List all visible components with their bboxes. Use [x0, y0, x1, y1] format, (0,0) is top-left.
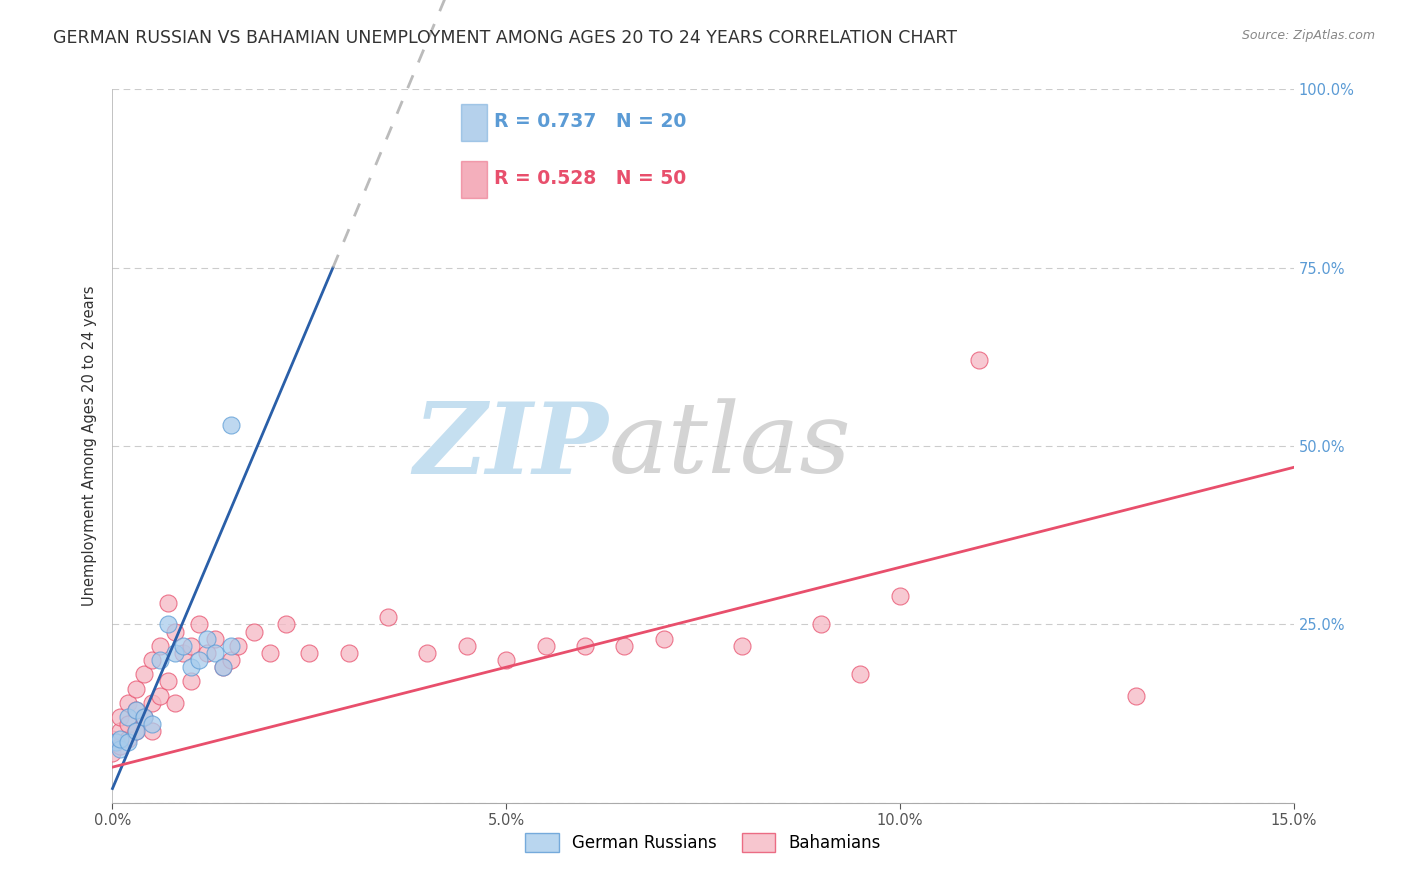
Point — [731, 639, 754, 653]
Point — [141, 653, 163, 667]
Point — [416, 646, 439, 660]
Text: atlas: atlas — [609, 399, 851, 493]
Point — [132, 667, 155, 681]
Point — [188, 617, 211, 632]
Point — [165, 696, 187, 710]
FancyBboxPatch shape — [461, 161, 486, 198]
Point — [274, 617, 297, 632]
Point — [495, 653, 517, 667]
Point — [110, 710, 132, 724]
Point — [337, 646, 360, 660]
Text: R = 0.528   N = 50: R = 0.528 N = 50 — [494, 169, 686, 188]
Point — [219, 653, 242, 667]
Point — [810, 617, 832, 632]
Point — [110, 731, 132, 746]
Point — [125, 681, 148, 696]
Point — [117, 710, 139, 724]
Point — [141, 717, 163, 731]
Legend: German Russians, Bahamians: German Russians, Bahamians — [519, 826, 887, 859]
Point — [132, 710, 155, 724]
Point — [110, 724, 132, 739]
Point — [117, 696, 139, 710]
Text: R = 0.737   N = 20: R = 0.737 N = 20 — [494, 112, 686, 131]
Point — [110, 739, 132, 753]
Point — [125, 724, 148, 739]
Point — [195, 632, 218, 646]
Point — [298, 646, 321, 660]
Point — [149, 639, 172, 653]
Point — [652, 632, 675, 646]
FancyBboxPatch shape — [461, 104, 486, 141]
Y-axis label: Unemployment Among Ages 20 to 24 years: Unemployment Among Ages 20 to 24 years — [82, 285, 97, 607]
Point — [101, 731, 124, 746]
Point — [172, 646, 194, 660]
Point — [165, 624, 187, 639]
Point — [219, 639, 242, 653]
Point — [125, 703, 148, 717]
Point — [117, 735, 139, 749]
Point — [156, 617, 179, 632]
Point — [149, 689, 172, 703]
Text: ZIP: ZIP — [413, 398, 609, 494]
Point — [211, 660, 233, 674]
Point — [534, 639, 557, 653]
Point — [204, 632, 226, 646]
Point — [456, 639, 478, 653]
Point — [180, 639, 202, 653]
Point — [117, 731, 139, 746]
Point — [156, 596, 179, 610]
Point — [125, 724, 148, 739]
Point — [613, 639, 636, 653]
Point — [188, 653, 211, 667]
Point — [849, 667, 872, 681]
Point — [156, 674, 179, 689]
Point — [377, 610, 399, 624]
Point — [180, 674, 202, 689]
Text: GERMAN RUSSIAN VS BAHAMIAN UNEMPLOYMENT AMONG AGES 20 TO 24 YEARS CORRELATION CH: GERMAN RUSSIAN VS BAHAMIAN UNEMPLOYMENT … — [53, 29, 957, 47]
Point — [889, 589, 911, 603]
Point — [141, 724, 163, 739]
Text: Source: ZipAtlas.com: Source: ZipAtlas.com — [1241, 29, 1375, 43]
Point — [259, 646, 281, 660]
Point — [132, 710, 155, 724]
Point — [195, 646, 218, 660]
Point — [110, 742, 132, 756]
Point — [204, 646, 226, 660]
Point — [574, 639, 596, 653]
Point — [228, 639, 250, 653]
Point — [1125, 689, 1147, 703]
Point — [243, 624, 266, 639]
Point — [105, 735, 128, 749]
Point — [117, 717, 139, 731]
Point — [211, 660, 233, 674]
Point — [149, 653, 172, 667]
Point — [125, 703, 148, 717]
Point — [967, 353, 990, 368]
Point — [219, 417, 242, 432]
Point — [165, 646, 187, 660]
Point — [141, 696, 163, 710]
Point — [101, 746, 124, 760]
Point — [180, 660, 202, 674]
Point — [172, 639, 194, 653]
